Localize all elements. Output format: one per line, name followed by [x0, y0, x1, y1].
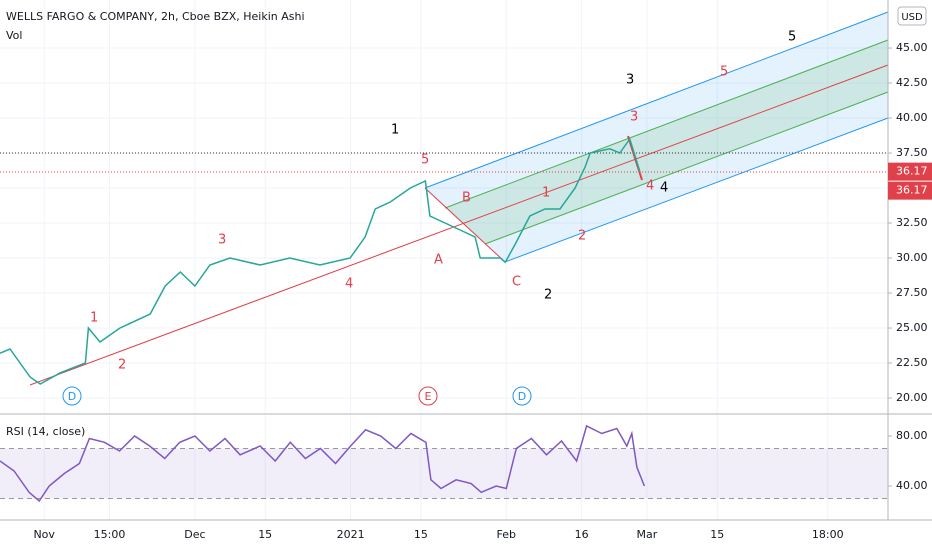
- wave-label: 1: [90, 311, 98, 326]
- wave-label: 5: [788, 30, 796, 45]
- y-tick-label: 40.00: [896, 479, 928, 492]
- event-label: E: [425, 390, 432, 403]
- wave-label: 1: [542, 186, 550, 201]
- event-marker[interactable]: [512, 386, 532, 406]
- pitchfork-inner-upper: [444, 39, 889, 209]
- wave-label: 5: [720, 65, 728, 80]
- x-tick-label: 2021: [337, 528, 365, 541]
- x-tick-label: 15:00: [94, 528, 126, 541]
- y-tick-label: 32.50: [896, 216, 928, 229]
- pitchfork-fill: [425, 12, 888, 262]
- wave-label: B: [462, 191, 471, 206]
- rsi-band: [0, 448, 888, 499]
- pitchfork-lower: [504, 117, 889, 263]
- price-tag-label: 36.17: [896, 184, 928, 197]
- y-tick-label: 45.00: [896, 41, 928, 54]
- x-tick-label: 15: [710, 528, 724, 541]
- wave-label: A: [434, 253, 443, 268]
- x-tick-label: 15: [414, 528, 428, 541]
- wave-label: 2: [544, 288, 552, 303]
- wave-label: 3: [626, 73, 634, 88]
- wave-label: 5: [421, 153, 429, 168]
- x-tick-label: Nov: [33, 528, 55, 541]
- wave-label: C: [512, 275, 521, 290]
- chart-title: WELLS FARGO & COMPANY, 2h, Cboe BZX, Hei…: [6, 10, 305, 23]
- wave-label: 4: [345, 277, 353, 292]
- event-marker[interactable]: [62, 386, 82, 406]
- pitchfork-upper: [424, 11, 889, 189]
- price-tag-label: 36.17: [896, 165, 928, 178]
- wave-label: 2: [578, 229, 586, 244]
- y-tick-label: 27.50: [896, 286, 928, 299]
- wave-label: 4: [646, 179, 654, 194]
- price-tag: [888, 162, 932, 181]
- x-tick-label: Feb: [497, 528, 516, 541]
- rsi-title: RSI (14, close): [6, 425, 85, 438]
- pitchfork-inner-fill: [445, 40, 888, 244]
- x-tick-label: Dec: [184, 528, 205, 541]
- event-label: D: [68, 390, 76, 403]
- volume-label: Vol: [6, 29, 22, 42]
- currency: USD: [901, 12, 923, 23]
- y-tick-label: 30.00: [896, 251, 928, 264]
- x-tick-label: 18:00: [812, 528, 844, 541]
- event-label: D: [518, 390, 526, 403]
- y-tick-label: 20.00: [896, 391, 928, 404]
- x-tick-label: Mar: [637, 528, 658, 541]
- event-marker[interactable]: [418, 386, 438, 406]
- wave-label: 2: [118, 358, 126, 373]
- wave-label: 1: [391, 123, 399, 138]
- y-tick-label: 42.50: [896, 76, 928, 89]
- y-tick-label: 80.00: [896, 429, 928, 442]
- wave-label: 4: [660, 181, 668, 196]
- x-tick-label: 15: [258, 528, 272, 541]
- pitchfork-inner-lower: [484, 91, 889, 245]
- wave-labels: 1 2 3 4 5 A B C 1 2 3 4 5 1 2 3 4 5: [90, 30, 796, 373]
- pitchfork-median: [29, 64, 889, 386]
- currency-box[interactable]: [897, 6, 927, 26]
- price-tag: [888, 181, 932, 200]
- series-line: [0, 424, 646, 503]
- wave-label: 3: [218, 233, 226, 248]
- y-tick-label: 25.00: [896, 321, 928, 334]
- event-markers: D E D: [62, 386, 532, 406]
- y-tick-label: 37.50: [896, 146, 928, 159]
- wave-label: 3: [630, 110, 638, 125]
- x-tick-label: 16: [575, 528, 589, 541]
- pitchfork: [0, 11, 889, 386]
- pitchfork-handle: [424, 187, 506, 263]
- y-tick-label: 22.50: [896, 356, 928, 369]
- series-line: [0, 137, 641, 385]
- y-tick-label: 40.00: [896, 111, 928, 124]
